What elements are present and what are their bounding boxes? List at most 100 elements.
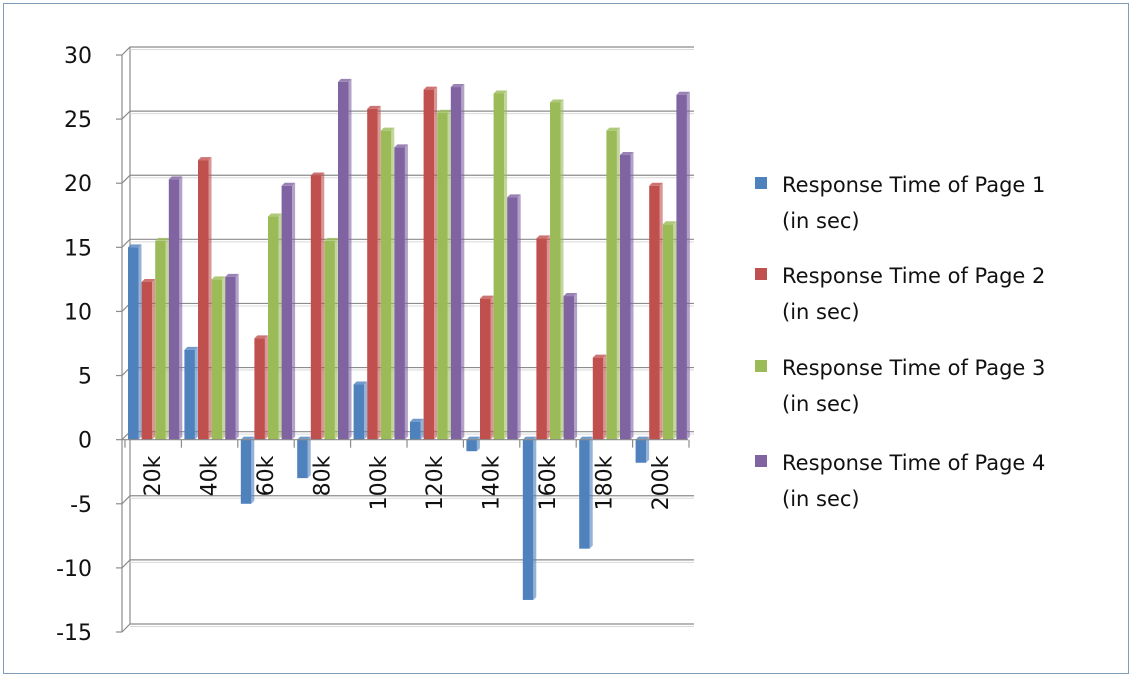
bar xyxy=(353,381,368,440)
bar-face xyxy=(493,93,505,440)
bar-face xyxy=(281,185,293,440)
legend-label-series-1: Response Time of Page 1 xyxy=(782,173,1045,197)
x-tick-label: 200k xyxy=(649,455,674,510)
bar-side xyxy=(630,152,634,440)
bar-side xyxy=(264,335,268,440)
bar-side xyxy=(235,273,239,440)
bar-side xyxy=(420,418,424,440)
legend-sublabel-series-4: (in sec) xyxy=(782,487,860,511)
bar-top xyxy=(128,244,142,248)
bar-side xyxy=(686,91,690,440)
bar-side xyxy=(646,436,650,463)
bar-side xyxy=(251,436,255,504)
y-tick-label: 20 xyxy=(64,172,92,197)
bar-face xyxy=(536,238,547,440)
bar xyxy=(592,354,607,440)
x-tick-label: 180k xyxy=(592,455,617,510)
chart-bars xyxy=(128,78,690,600)
legend-sublabel-series-1: (in sec) xyxy=(782,209,860,233)
bar-face xyxy=(563,296,575,440)
bar xyxy=(141,278,156,440)
bar-side xyxy=(138,244,142,440)
bar-side xyxy=(194,346,198,440)
x-tick-label: 60k xyxy=(254,455,279,496)
y-tick-label: 15 xyxy=(64,236,92,261)
bar-side xyxy=(476,436,480,452)
bar-face xyxy=(184,349,195,440)
bar-side xyxy=(659,182,663,440)
bar xyxy=(563,293,578,440)
bar-top xyxy=(676,91,690,95)
bar-side xyxy=(165,237,169,440)
bar-top xyxy=(649,182,663,186)
bar-top xyxy=(592,354,607,358)
bar xyxy=(198,157,212,440)
bar-face xyxy=(394,147,405,440)
bar xyxy=(184,346,198,440)
bar xyxy=(635,436,650,463)
legend-marker-series-4 xyxy=(755,455,767,467)
legend-label-series-4: Response Time of Page 4 xyxy=(782,451,1045,475)
y-tick-label: 30 xyxy=(64,44,92,69)
bar-face xyxy=(592,357,604,440)
bar-top xyxy=(225,273,239,277)
bar-side xyxy=(334,237,338,440)
bar-face xyxy=(437,112,448,440)
bar-side xyxy=(673,221,677,440)
gridline xyxy=(121,46,694,56)
bar-side xyxy=(504,90,508,440)
bar xyxy=(437,109,451,440)
bar-top xyxy=(184,346,198,350)
gridline xyxy=(121,110,694,120)
bar-top xyxy=(353,381,368,385)
y-tick-label: 10 xyxy=(64,300,92,325)
bar-top xyxy=(480,295,494,299)
bar-top xyxy=(437,109,451,113)
bar-face xyxy=(410,421,421,440)
bar xyxy=(254,335,268,440)
bar-top xyxy=(254,335,268,339)
bar-side xyxy=(364,381,368,440)
bar-top xyxy=(141,278,156,282)
bar xyxy=(128,244,142,440)
legend-marker-series-1 xyxy=(755,177,767,189)
y-tick-label: 5 xyxy=(78,365,92,390)
bar xyxy=(240,436,255,504)
bar xyxy=(281,182,296,440)
bar-face xyxy=(620,155,631,440)
bar-top xyxy=(579,436,593,440)
bar-side xyxy=(179,176,183,440)
x-axis: 20k 40k 60k 80k 100k 120k 140k 160k 180k 200k xyxy=(122,439,690,510)
bar-top xyxy=(211,276,226,280)
bar-top xyxy=(297,436,311,440)
bar-side xyxy=(517,194,521,440)
bar-top xyxy=(268,213,282,217)
bar-top xyxy=(620,152,634,156)
bar-top xyxy=(367,105,381,109)
bar xyxy=(297,436,311,479)
bar-top xyxy=(240,436,255,440)
bar xyxy=(522,436,537,600)
bar-top xyxy=(522,436,537,440)
bar-top xyxy=(155,237,169,241)
bar-top xyxy=(493,90,508,94)
bar-face xyxy=(240,439,252,504)
bar-top xyxy=(450,84,465,88)
bar xyxy=(579,436,593,549)
y-axis: 30 25 20 15 10 5 0 -5 -10 -15 xyxy=(56,44,122,646)
bar-top xyxy=(198,157,212,161)
bar-top xyxy=(324,237,338,241)
bar-side xyxy=(434,86,438,440)
bar xyxy=(507,194,521,440)
legend-label-series-2: Response Time of Page 2 xyxy=(782,264,1045,288)
bar-top xyxy=(606,127,620,131)
bar-side xyxy=(404,144,408,440)
bar xyxy=(649,182,663,440)
bar-face xyxy=(338,81,349,440)
bar-top xyxy=(662,221,677,225)
bar-face xyxy=(353,384,365,440)
bar-side xyxy=(603,354,607,440)
x-tick-label: 140k xyxy=(480,455,505,510)
bar-side xyxy=(589,436,593,549)
bar-face xyxy=(480,298,491,440)
